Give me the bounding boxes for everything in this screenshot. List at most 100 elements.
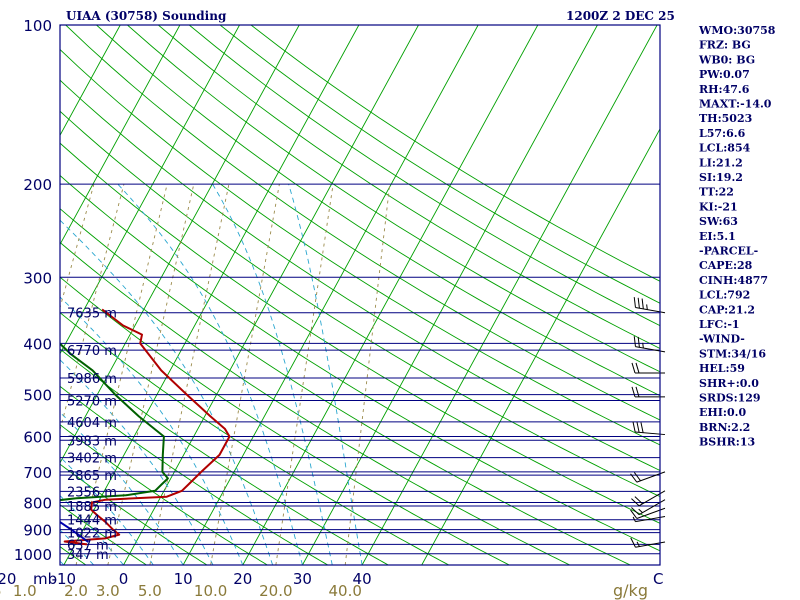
temp-tick-label: 10: [174, 570, 193, 588]
barb-feather: [631, 507, 640, 516]
index-line: TH:5023: [699, 112, 752, 125]
mixing-ratio-line: [75, 184, 168, 565]
moist-adiabat: [60, 219, 274, 565]
mixing-ratio-tick-label: 40.0: [328, 582, 361, 600]
mixing-ratio-line: [275, 184, 334, 565]
dry-adiabat: [60, 276, 510, 565]
index-line: FRZ: BG: [699, 39, 751, 52]
dry-adiabat: [250, 25, 660, 282]
barb-feather: [641, 298, 644, 309]
index-line: HEL:59: [699, 362, 745, 375]
barb-feather: [637, 297, 640, 309]
barb-half-feather: [642, 342, 644, 349]
mixing-ratio-tick-label: 0.6: [0, 582, 1, 600]
profile-lines: [60, 308, 231, 546]
moist-adiabat: [60, 411, 184, 565]
dewpoint-profile: [60, 342, 169, 502]
temperature-profile: [63, 308, 231, 546]
height-label: 5270 m: [67, 395, 117, 410]
dry-adiabat: [60, 208, 631, 565]
height-label: 7635 m: [67, 307, 117, 322]
isotherm-line: [60, 25, 300, 464]
index-line: CAPE:28: [699, 259, 753, 272]
index-line: SRDS:129: [699, 392, 761, 405]
pressure-tick-label: 100: [23, 17, 52, 35]
dry-adiabat: [60, 463, 208, 565]
mixing-ratio-unit-label: g/kg: [613, 581, 648, 600]
temp-tick-label: 20: [233, 570, 252, 588]
dry-adiabat: [96, 25, 660, 397]
temp-tick-label: 40: [353, 570, 372, 588]
moist-adiabat: [60, 359, 214, 565]
index-line: LCL:792: [699, 289, 750, 302]
barb-feather: [630, 537, 636, 548]
pressure-tick-label: 500: [23, 387, 52, 405]
barb-feather: [635, 362, 640, 374]
barb-feather: [634, 496, 643, 505]
barb-feather: [635, 386, 640, 398]
wind-barb: [631, 499, 666, 516]
index-line: SI:19.2: [699, 171, 743, 184]
index-line: LI:21.2: [699, 156, 743, 169]
index-line: RH:47.6: [699, 83, 750, 96]
wind-barb: [631, 490, 666, 507]
mixing-ratio-tick-label: 20.0: [259, 582, 292, 600]
mixing-ratio-tick-label: 1.0: [13, 582, 37, 600]
barb-half-feather: [632, 516, 636, 522]
temp-tick-label: -20: [0, 570, 16, 588]
index-line: WMO:30758: [698, 24, 776, 37]
sounding-time: 1200Z 2 DEC 25: [566, 9, 675, 23]
temp-tick-label: -10: [52, 570, 77, 588]
index-line: SW:63: [699, 215, 738, 228]
chart-title: UIAA (30758) Sounding: [66, 9, 227, 23]
dry-adiabat: [60, 348, 389, 565]
barb-feather: [633, 472, 641, 482]
index-line: L57:6.6: [699, 127, 746, 140]
height-label: 1022 m: [67, 527, 117, 542]
index-line: WB0: BG: [698, 53, 755, 66]
height-label: 3402 m: [67, 452, 117, 467]
isotherm-line: [60, 25, 240, 355]
mixing-ratio-line: [210, 184, 280, 565]
barb-staff: [638, 499, 666, 516]
dry-adiabat: [60, 385, 329, 565]
index-line: LFC:-1: [699, 318, 740, 331]
temp-tick-label: 0: [119, 570, 129, 588]
pressure-unit-label: mb: [33, 570, 57, 588]
dry-adiabat: [60, 424, 268, 565]
mixing-ratio-tick-label: 10.0: [194, 582, 227, 600]
height-label: 3983 m: [67, 434, 117, 449]
dry-adiabat: [158, 25, 660, 349]
plot-border: [59, 24, 661, 566]
height-label: 1444 m: [67, 514, 117, 529]
mixing-ratio-line: [149, 184, 230, 565]
dry-adiabat: [219, 25, 660, 304]
pressure-tick-label: 200: [23, 176, 52, 194]
index-line: EI:5.1: [699, 230, 736, 243]
mixing-ratio-line: [107, 184, 195, 565]
dry-adiabat: [60, 110, 660, 498]
barb-feather: [633, 297, 636, 308]
dry-adiabat: [65, 25, 660, 421]
barb-feather: [631, 386, 636, 398]
mixing-ratio-line: [60, 184, 95, 310]
plot-frame: [59, 24, 661, 566]
pressure-tick-label: 400: [23, 335, 52, 353]
index-line: TT:22: [699, 186, 734, 199]
pressure-tick-label: 600: [23, 428, 52, 446]
pressure-tick-label: 1000: [14, 546, 52, 564]
moist-adiabat: [60, 529, 95, 565]
dry-adiabat: [60, 174, 660, 552]
height-label: 6770 m: [67, 344, 117, 359]
barb-half-feather: [636, 541, 640, 547]
moist-adiabat: [60, 296, 244, 565]
barb-feather: [633, 336, 636, 347]
index-line: PW:0.07: [699, 68, 750, 81]
index-line: -WIND-: [699, 333, 745, 346]
mixing-ratio-tick-label: 3.0: [96, 582, 120, 600]
dry-adiabat: [0, 25, 25, 565]
index-line: CAP:21.2: [699, 303, 755, 316]
isotherm-line: [60, 25, 181, 246]
